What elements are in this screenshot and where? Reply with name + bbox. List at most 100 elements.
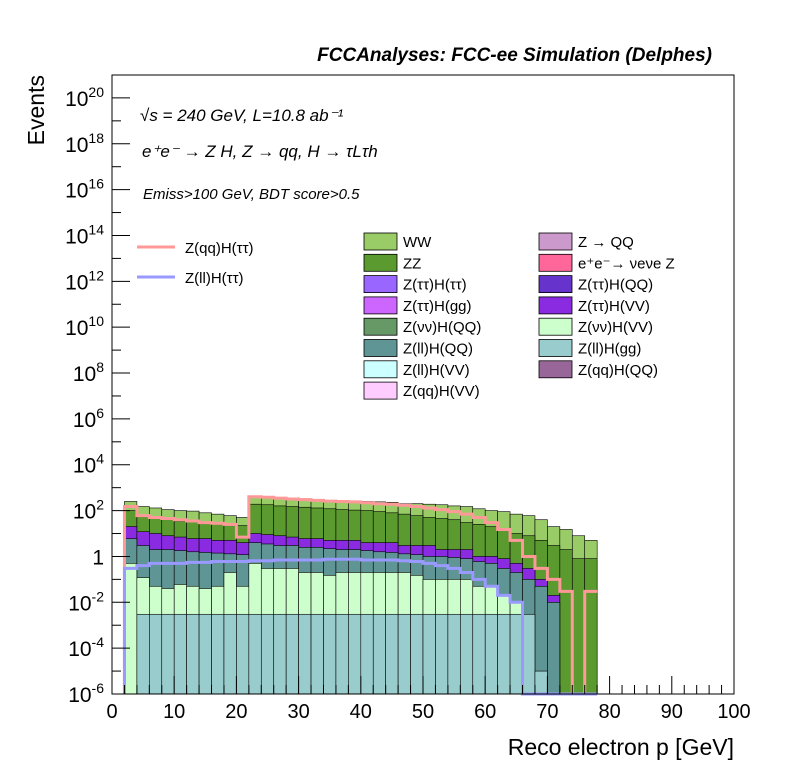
stack-bar-5-27	[460, 613, 474, 695]
legend-label-3: e⁺e⁻→ νeνe Z	[578, 255, 675, 272]
y-tick-label-9: 1012	[65, 267, 104, 294]
stack-bar-5-12	[273, 613, 287, 695]
x-tick-label-4: 40	[350, 701, 372, 723]
x-tick-label-2: 20	[225, 701, 247, 723]
x-tick-label-9: 90	[661, 701, 683, 723]
legend-swatch-7	[538, 296, 573, 315]
signal-line-0	[122, 495, 598, 696]
stack-bar-5-9	[236, 613, 250, 695]
stack-bar-5-3	[161, 613, 175, 695]
stack-bar-1-36	[571, 558, 586, 695]
legend-swatch-11	[538, 339, 573, 357]
x-axis: 0 10 20 30 40 50 60 70 80 90 100	[106, 676, 751, 723]
legend-swatch-13	[538, 360, 573, 379]
legend-label-9: Z(νν)H(VV)	[578, 319, 653, 336]
stack-bar-5-1	[136, 613, 150, 695]
stack-bar-5-10	[248, 613, 262, 695]
legend-label-12: Z(ll)H(VV)	[403, 362, 470, 379]
legend-swatch-10	[363, 339, 398, 357]
x-tick-label-10: 100	[717, 701, 750, 723]
legend-label-left-1: Z(ll)H(ττ)	[185, 270, 244, 287]
legend-label-11: Z(ll)H(gg)	[578, 341, 641, 358]
legend-swatch-9	[538, 317, 573, 336]
stack-bar-5-24	[422, 613, 436, 695]
legend-swatch-0	[363, 232, 398, 251]
energy-lumi-label: √s = 240 GeV, L=10.8 ab⁻¹	[140, 106, 344, 125]
legend-swatch-14	[363, 381, 398, 400]
stack-bar-5-8	[223, 613, 237, 695]
chart-title: FCCAnalyses: FCC-ee Simulation (Delphes)	[317, 45, 712, 66]
process-label: e⁺e⁻ → Z H, Z → qq, H → τLτh	[142, 142, 378, 161]
x-axis-label: Reco electron p [GeV]	[508, 734, 734, 760]
y-tick-label-3: 1	[92, 546, 104, 569]
selection-label: Emiss>100 GeV, BDT score>0.5	[143, 186, 360, 203]
stack-bar-5-14	[298, 613, 312, 695]
legend-label-13: Z(qq)H(QQ)	[578, 362, 658, 379]
stack-bar-1-37	[584, 558, 598, 695]
legend-label-left-0: Z(qq)H(ττ)	[185, 240, 254, 257]
legend-swatch-6	[363, 296, 398, 315]
stack-bar-5-5	[186, 613, 200, 695]
legend-swatch-1	[538, 232, 573, 251]
y-tick-label-13: 1020	[65, 84, 104, 111]
stack-bar-5-6	[198, 613, 212, 695]
y-tick-label-5: 104	[73, 451, 104, 478]
stack-bar-5-32	[522, 613, 536, 695]
stack-bar-5-2	[149, 613, 163, 695]
legend-swatch-2	[363, 253, 398, 272]
legend-label-5: Z(ττ)H(QQ)	[578, 277, 653, 294]
stack-bar-3-34	[547, 601, 561, 695]
x-tick-label-0: 0	[106, 701, 117, 723]
y-axis-label: Events	[23, 75, 49, 145]
stack-bar-5-29	[484, 613, 498, 695]
legend-swatch-12	[363, 360, 398, 379]
stack-bar-5-23	[410, 613, 424, 695]
stack-bar-5-4	[173, 613, 187, 695]
x-tick-label-3: 30	[287, 701, 309, 723]
stack-bar-5-19	[360, 613, 374, 695]
stack-bar-5-30	[497, 613, 511, 695]
y-tick-label-4: 102	[73, 497, 104, 524]
stack-bar-5-21	[385, 613, 399, 695]
stack-bar-5-33	[534, 670, 548, 695]
stack-bar-5-7	[211, 613, 225, 695]
stack-bar-5-13	[285, 613, 299, 695]
stack-bar-5-11	[260, 613, 275, 695]
y-axis: 10-6 10-4 10-2 1 102 104 106 108 1010 1012 1014 101…	[65, 74, 130, 707]
x-tick-label-8: 80	[598, 701, 620, 723]
histogram-stack	[124, 496, 598, 695]
y-tick-label-8: 1010	[65, 313, 104, 340]
y-tick-label-11: 1016	[65, 176, 104, 203]
stack-bar-5-16	[323, 613, 337, 695]
x-tick-label-1: 10	[163, 701, 185, 723]
stack-bar-1-35	[559, 549, 573, 695]
legend-label-1: Z → QQ	[578, 234, 634, 251]
stack-bar-5-28	[472, 613, 486, 695]
legend-swatch-5	[538, 275, 573, 294]
signal-line-1	[122, 557, 598, 696]
stack-bar-5-22	[397, 613, 411, 695]
legend-label-4: Z(ττ)H(ττ)	[403, 277, 467, 294]
stack-bar-5-31	[509, 613, 523, 695]
legend-swatch-3	[538, 253, 573, 272]
y-tick-label-0: 10-6	[68, 680, 104, 707]
legend-label-0: WW	[403, 234, 432, 251]
legend-label-7: Z(ττ)H(VV)	[578, 298, 650, 315]
legend-label-6: Z(ττ)H(gg)	[403, 298, 472, 315]
stack-bar-5-17	[335, 613, 349, 695]
legend-swatch-8	[363, 317, 398, 336]
stack-bar-5-25	[435, 613, 449, 695]
legend: Z(qq)H(ττ) Z(ll)H(ττ) WW Z → QQ ZZ e⁺e⁻→ νeνe…	[137, 232, 675, 400]
y-tick-label-12: 1018	[65, 130, 104, 157]
x-tick-label-6: 60	[474, 701, 496, 723]
y-tick-label-6: 106	[73, 405, 104, 432]
legend-label-8: Z(νν)H(QQ)	[403, 319, 481, 336]
legend-label-10: Z(ll)H(QQ)	[403, 341, 473, 358]
y-tick-label-1: 10-4	[68, 634, 104, 661]
legend-swatch-4	[363, 275, 398, 294]
legend-label-14: Z(qq)H(VV)	[403, 383, 480, 400]
stack-bar-5-26	[447, 613, 461, 695]
stack-bar-5-20	[372, 613, 386, 695]
x-tick-label-5: 50	[412, 701, 434, 723]
